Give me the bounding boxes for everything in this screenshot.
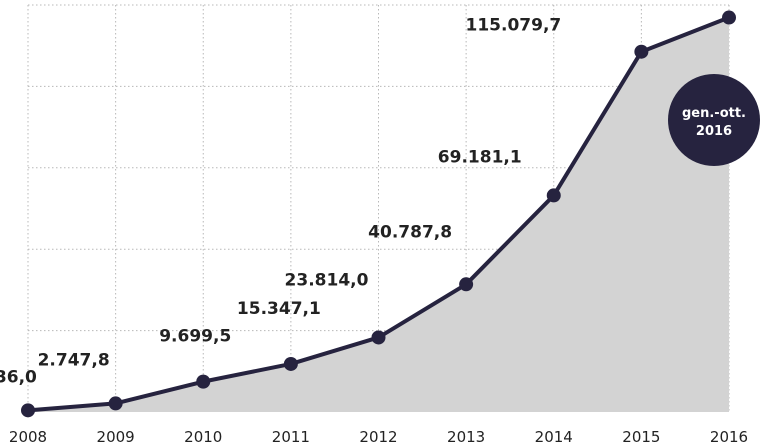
markers xyxy=(21,10,736,418)
x-tick-label: 2013 xyxy=(447,428,485,445)
period-badge: gen.-ott. 2016 xyxy=(668,74,760,166)
data-point xyxy=(196,374,211,389)
x-tick-label: 2009 xyxy=(97,428,135,445)
data-label: 9.699,5 xyxy=(159,327,231,347)
data-point xyxy=(634,44,649,59)
x-tick-label: 2014 xyxy=(535,428,573,445)
data-point xyxy=(546,188,561,203)
data-label: 2.747,8 xyxy=(38,350,110,370)
x-tick-label: 2016 xyxy=(710,428,748,445)
data-label: 69.181,1 xyxy=(438,147,522,167)
data-point xyxy=(108,396,123,411)
area-fill xyxy=(28,17,729,413)
x-tick-label: 2010 xyxy=(184,428,222,445)
x-tick-label: 2015 xyxy=(622,428,660,445)
x-tick-label: 2011 xyxy=(272,428,310,445)
x-tick-label: 2012 xyxy=(359,428,397,445)
data-labels: 536,02.747,8 9.699,5 15.347,1 23.814,0 40.78… xyxy=(0,16,561,388)
data-label: 23.814,0 xyxy=(285,270,369,290)
data-point xyxy=(722,10,736,25)
data-point xyxy=(371,330,386,345)
badge-line1: gen.-ott. xyxy=(682,106,746,121)
data-label: 40.787,8 xyxy=(368,222,452,242)
x-axis-ticks: 2008 2009 2010 2011 2012 2013 2014 2015 2016 xyxy=(9,428,748,445)
data-point xyxy=(21,403,35,418)
data-point xyxy=(459,277,474,292)
x-tick-label: 2008 xyxy=(9,428,47,445)
data-label: 115.079,7 xyxy=(466,16,562,36)
data-point xyxy=(283,356,298,371)
data-label: 15.347,1 xyxy=(237,299,321,319)
data-label: 536,0 xyxy=(0,367,37,387)
badge-line2: 2016 xyxy=(696,124,732,139)
badge-circle xyxy=(668,74,760,166)
